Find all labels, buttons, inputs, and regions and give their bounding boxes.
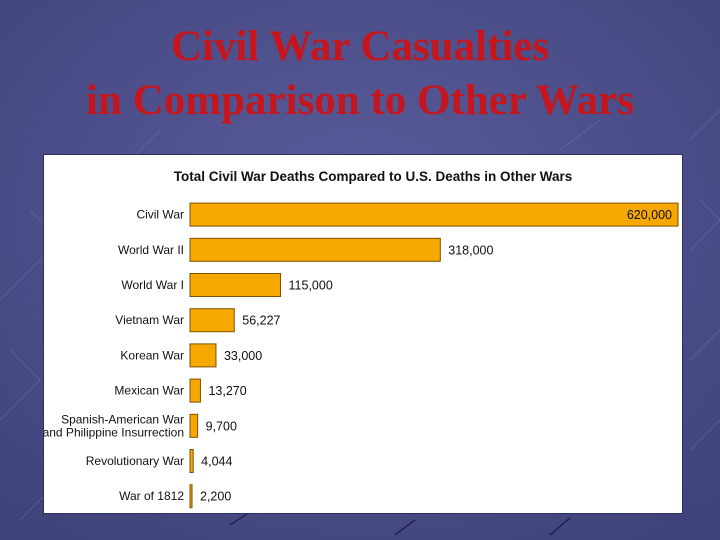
slide-title-line-1: Civil War Casualties bbox=[170, 23, 550, 70]
value-label-5: 13,270 bbox=[208, 384, 246, 398]
chart-panel: Total Civil War Deaths Compared to U.S. … bbox=[43, 154, 683, 514]
value-label-3: 56,227 bbox=[242, 314, 280, 328]
value-label-6: 9,700 bbox=[206, 419, 237, 433]
value-label-8: 2,200 bbox=[200, 490, 231, 504]
category-label-7: Revolutionary War bbox=[86, 454, 184, 468]
category-label-4: Korean War bbox=[120, 348, 184, 362]
bar-8 bbox=[189, 484, 193, 509]
category-label-0: Civil War bbox=[136, 208, 184, 222]
category-label-3: Vietnam War bbox=[115, 313, 184, 327]
chart-rows: Civil War 620,000 World War II 318,000 World… bbox=[44, 202, 679, 509]
category-label-2: World War I bbox=[121, 278, 184, 292]
value-label-2: 115,000 bbox=[289, 279, 333, 293]
bar-1 bbox=[189, 237, 441, 262]
slide-title: Civil War Casualties in Comparison to Ot… bbox=[0, 20, 720, 128]
value-label-7: 4,044 bbox=[201, 455, 232, 469]
chart-title: Total Civil War Deaths Compared to U.S. … bbox=[174, 169, 573, 184]
value-label-1: 318,000 bbox=[448, 243, 493, 257]
slide-title-line-2: in Comparison to Other Wars bbox=[86, 77, 634, 124]
bar-4 bbox=[189, 343, 217, 368]
bar-5 bbox=[189, 378, 201, 403]
value-label-0: 620,000 bbox=[627, 208, 672, 222]
bar-3 bbox=[189, 308, 235, 333]
bar-chart: Total Civil War Deaths Compared to U.S. … bbox=[44, 169, 679, 509]
bar-6 bbox=[189, 413, 199, 438]
category-label-8: War of 1812 bbox=[119, 489, 184, 503]
bar-2 bbox=[189, 273, 282, 297]
category-label-1: World War II bbox=[118, 243, 184, 257]
category-label-6: Spanish-American War and Philippine Insur… bbox=[44, 412, 184, 439]
bar-0 bbox=[189, 202, 679, 227]
value-label-4: 33,000 bbox=[224, 349, 262, 363]
bar-7 bbox=[189, 449, 194, 473]
category-label-5: Mexican War bbox=[114, 384, 184, 398]
